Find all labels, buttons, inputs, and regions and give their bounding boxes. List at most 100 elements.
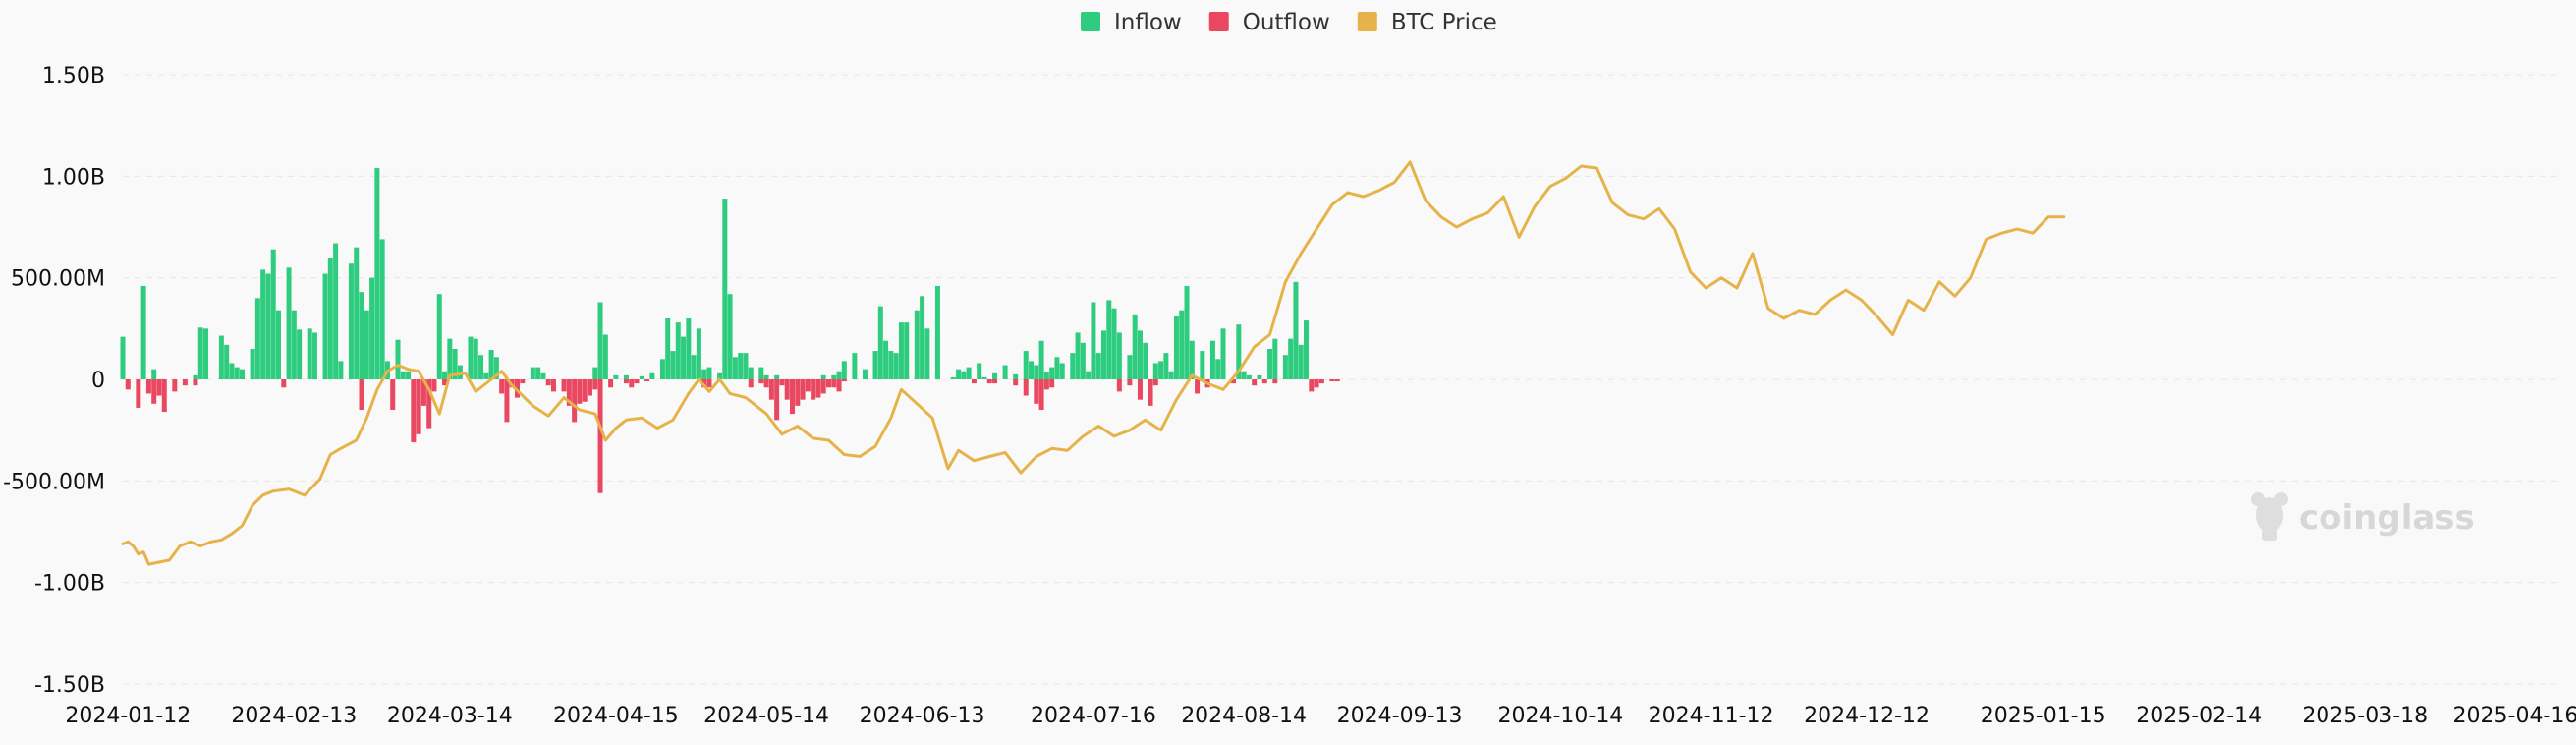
bar-inflow — [950, 376, 956, 379]
bar-inflow — [659, 359, 665, 379]
bar-inflow — [197, 327, 203, 379]
bar-inflow — [727, 294, 733, 379]
legend-swatch[interactable] — [1357, 12, 1377, 31]
grid — [123, 74, 2562, 685]
bar-inflow — [348, 263, 354, 379]
bar-outflow — [1043, 379, 1049, 390]
bar-inflow — [623, 374, 629, 379]
bar-inflow — [1209, 340, 1215, 379]
watermark: coinglass — [2251, 492, 2475, 541]
bar-outflow — [768, 379, 774, 400]
x-tick-label: 2024-09-13 — [1337, 704, 1463, 728]
y-tick-label: 1.00B — [42, 165, 105, 190]
legend-swatch[interactable] — [1208, 12, 1229, 31]
btc-price-line — [121, 160, 2066, 566]
bar-inflow — [369, 277, 375, 379]
bar-inflow — [1049, 367, 1055, 379]
bar-inflow — [743, 353, 749, 379]
bar-inflow — [920, 296, 925, 379]
bar-outflow — [815, 379, 821, 398]
bar-outflow — [582, 379, 588, 402]
bar-outflow — [1049, 379, 1055, 388]
bar-inflow — [649, 372, 655, 379]
bar-outflow — [597, 379, 603, 493]
bar-inflow — [530, 367, 535, 379]
bar-outflow — [1116, 379, 1122, 392]
bar-inflow — [1127, 355, 1133, 379]
bar-inflow — [1298, 344, 1304, 379]
bar-inflow — [488, 350, 494, 379]
bar-outflow — [416, 379, 421, 434]
bar-inflow — [1100, 330, 1106, 379]
bar-outflow — [161, 379, 167, 413]
bar-inflow — [722, 199, 728, 379]
bar-outflow — [779, 379, 785, 386]
bar-inflow — [924, 328, 930, 379]
bar-inflow — [888, 351, 894, 379]
bar-inflow — [675, 322, 681, 379]
outflow-series — [125, 379, 1340, 493]
bar-outflow — [172, 379, 178, 392]
bar-inflow — [374, 168, 380, 379]
bar-inflow — [898, 322, 904, 379]
watermark-text: coinglass — [2299, 498, 2475, 538]
bar-inflow — [1054, 357, 1060, 379]
bar-outflow — [629, 379, 635, 388]
bar-inflow — [1023, 351, 1029, 379]
bar-inflow — [701, 369, 707, 379]
bar-inflow — [457, 365, 463, 379]
bar-inflow — [877, 306, 883, 379]
bar-outflow — [136, 379, 141, 408]
bar-inflow — [1111, 308, 1117, 379]
bar-outflow — [442, 379, 448, 386]
bar-inflow — [602, 334, 608, 379]
bar-inflow — [1189, 340, 1195, 379]
bar-outflow — [1038, 379, 1044, 410]
bar-inflow — [260, 269, 266, 379]
legend-swatch[interactable] — [1081, 12, 1100, 31]
bar-outflow — [986, 379, 992, 384]
bar-outflow — [623, 379, 629, 384]
bar-outflow — [145, 379, 151, 394]
bar-inflow — [836, 371, 842, 379]
bar-inflow — [981, 376, 987, 379]
bar-inflow — [364, 310, 369, 379]
x-axis: 2024-01-12 2024-02-13 2024-03-14 2024-04-15… — [65, 704, 2576, 728]
bar-outflow — [499, 379, 505, 394]
y-tick-label: -1.50B — [34, 673, 105, 698]
bar-inflow — [535, 367, 541, 379]
x-tick-label: 2024-04-15 — [553, 704, 679, 728]
legend-label[interactable]: BTC Price — [1391, 10, 1497, 35]
bar-inflow — [120, 336, 126, 379]
bar-outflow — [426, 379, 432, 429]
bar-inflow — [452, 349, 458, 379]
bar-inflow — [1075, 332, 1081, 379]
y-tick-label: 0 — [91, 369, 105, 393]
bar-outflow — [790, 379, 796, 415]
bar-inflow — [1304, 320, 1310, 379]
bar-inflow — [1086, 371, 1092, 379]
x-tick-label: 2025-04-16 — [2453, 704, 2576, 728]
bar-inflow — [224, 344, 230, 379]
bar-outflow — [587, 379, 592, 396]
bar-inflow — [763, 374, 769, 379]
bar-outflow — [1127, 379, 1133, 386]
legend-label[interactable]: Inflow — [1114, 10, 1182, 35]
bar-outflow — [193, 379, 198, 386]
bar-inflow — [1013, 373, 1019, 379]
bar-inflow — [914, 310, 920, 379]
bar-inflow — [265, 273, 271, 379]
bar-inflow — [1220, 328, 1226, 379]
bar-outflow — [706, 379, 712, 388]
bar-inflow — [1215, 359, 1221, 379]
bar-outflow — [125, 379, 131, 390]
bar-inflow — [468, 336, 474, 379]
bar-inflow — [1288, 338, 1294, 379]
x-tick-label: 2024-05-14 — [703, 704, 829, 728]
bar-inflow — [1246, 374, 1252, 379]
legend-label[interactable]: Outflow — [1243, 10, 1330, 35]
bar-outflow — [1034, 379, 1039, 404]
bar-inflow — [240, 369, 246, 379]
x-tick-label: 2024-06-13 — [860, 704, 985, 728]
